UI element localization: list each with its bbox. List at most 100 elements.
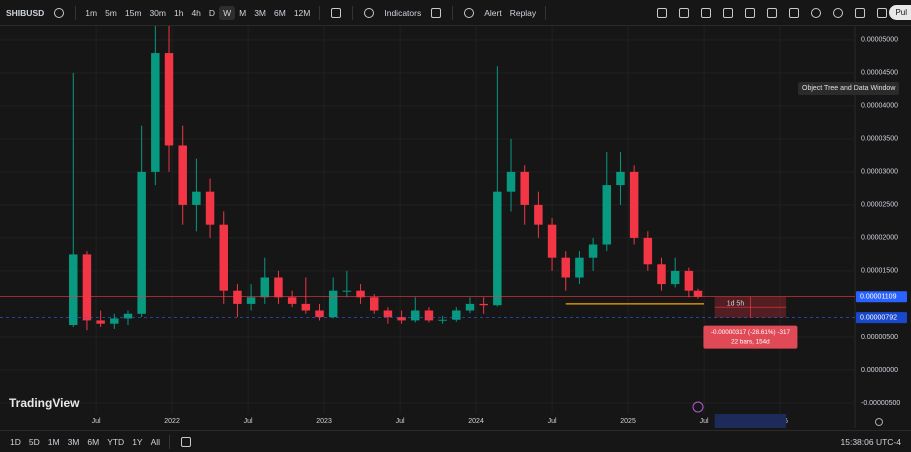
publish-button[interactable]: Pul <box>889 5 911 20</box>
candle-body <box>479 303 488 306</box>
candle-body <box>411 310 420 321</box>
tool[interactable] <box>745 7 756 18</box>
candle-body <box>657 264 666 285</box>
candle-body <box>629 171 639 238</box>
candle-body <box>383 310 393 318</box>
interval-button[interactable]: 3M <box>254 7 266 18</box>
replay-button[interactable]: Replay <box>509 7 537 18</box>
tool[interactable] <box>657 7 668 18</box>
interval-button[interactable]: 5m <box>105 7 117 18</box>
interval-button[interactable]: 6M <box>274 7 286 18</box>
separator <box>452 5 454 20</box>
range-button[interactable]: All <box>150 436 161 447</box>
candle-body <box>506 171 516 192</box>
interval-button[interactable]: 1m <box>85 7 98 18</box>
interval-button[interactable]: 12M <box>293 7 311 18</box>
last-price-label: 0.00001109 <box>860 294 897 301</box>
add-symbol[interactable] <box>54 7 65 18</box>
interval-button[interactable]: 1h <box>173 7 184 18</box>
candle-body <box>520 171 529 205</box>
candle-body <box>246 297 256 304</box>
countdown: 1d 5h <box>727 301 745 308</box>
x-tick-label: 2022 <box>164 418 180 425</box>
y-tick-label: 0.00004500 <box>861 70 898 77</box>
plot-background <box>0 26 911 428</box>
candle-body <box>260 277 270 298</box>
x-tick-label: Jul <box>396 418 405 425</box>
interval-button[interactable]: W <box>219 5 236 20</box>
range-button[interactable]: 6M <box>87 436 100 447</box>
tool[interactable] <box>833 7 844 18</box>
templates[interactable] <box>431 7 442 18</box>
candle-body <box>575 257 584 278</box>
range-button[interactable]: 5D <box>28 436 40 447</box>
interval-button[interactable]: 30m <box>149 7 166 18</box>
range-button[interactable]: 1M <box>47 436 60 447</box>
x-tick-label: 2025 <box>620 418 636 425</box>
settings-icon <box>875 418 883 426</box>
interval-button[interactable]: 15m <box>124 7 142 18</box>
range-button[interactable]: 1D <box>10 436 21 447</box>
candle-body <box>137 171 146 314</box>
candle-body <box>69 254 78 326</box>
alert-button[interactable]: Alert <box>484 7 502 18</box>
y-tick-label: 0.00001500 <box>861 268 898 275</box>
candle-body <box>369 297 379 311</box>
tool[interactable] <box>855 7 866 18</box>
x-tick-label: 2024 <box>468 418 484 425</box>
candle-body <box>465 303 475 311</box>
tool[interactable] <box>723 7 734 18</box>
separator <box>352 5 354 20</box>
tool[interactable] <box>789 7 800 18</box>
candle-body <box>547 224 557 258</box>
interval-button[interactable]: 4h <box>191 7 201 18</box>
tool[interactable] <box>877 7 888 18</box>
clock: 15:38:06 UTC-4 <box>840 436 901 447</box>
chart-type[interactable] <box>331 7 342 18</box>
candle-body <box>274 277 283 298</box>
tool[interactable] <box>767 7 778 18</box>
measure-label-box <box>703 325 798 349</box>
candle-body <box>82 254 92 321</box>
interval-button[interactable]: D <box>208 7 216 18</box>
tooltip: Object Tree and Data Window <box>798 82 900 95</box>
candle-body <box>616 171 625 186</box>
interval-group: 1m 5m 15m 30m 1h 4h D W M 3M 6M 12M <box>81 5 314 20</box>
candle-body <box>534 204 543 225</box>
measure-time-range <box>714 414 787 428</box>
candle-body <box>561 257 570 278</box>
candle-body <box>493 191 502 306</box>
tool[interactable] <box>811 7 822 18</box>
candle-body <box>301 303 311 311</box>
separator <box>319 5 321 20</box>
alert-icon <box>464 7 475 18</box>
candle-body <box>205 191 215 225</box>
y-tick-label: 0.00004000 <box>861 103 898 110</box>
range-button[interactable]: 1Y <box>132 436 143 447</box>
candle-body <box>123 313 133 319</box>
y-tick-label: -0.00000500 <box>861 400 900 407</box>
candle-body <box>438 319 447 321</box>
indicators-button[interactable]: Indicators <box>384 7 422 18</box>
symbol[interactable]: SHIBUSD <box>6 7 45 18</box>
interval-button[interactable]: M <box>239 7 247 18</box>
candle-body <box>643 237 653 265</box>
x-tick-label: 2023 <box>316 418 332 425</box>
bottom-toolbar: 1D 5D 1M 3M 6M YTD 1Y All 15:38:06 UTC-4 <box>0 430 911 452</box>
x-tick-label: Jul <box>92 418 101 425</box>
candle-body <box>684 270 694 291</box>
candle-body <box>693 290 703 297</box>
plot-layer <box>0 26 855 331</box>
range-button[interactable]: 3M <box>67 436 80 447</box>
chart: 0.00005000 0.00004500 0.00004000 0.00003500… <box>0 26 911 428</box>
candle-body <box>287 297 297 304</box>
candle-body <box>178 145 187 205</box>
x-tick-label: Jul <box>700 418 709 425</box>
separator <box>75 5 77 20</box>
tool[interactable] <box>701 7 712 18</box>
tool[interactable] <box>679 7 690 18</box>
go-to-date[interactable] <box>181 436 192 447</box>
range-button[interactable]: YTD <box>107 436 125 447</box>
y-tick-label: 0.00005000 <box>861 37 898 44</box>
